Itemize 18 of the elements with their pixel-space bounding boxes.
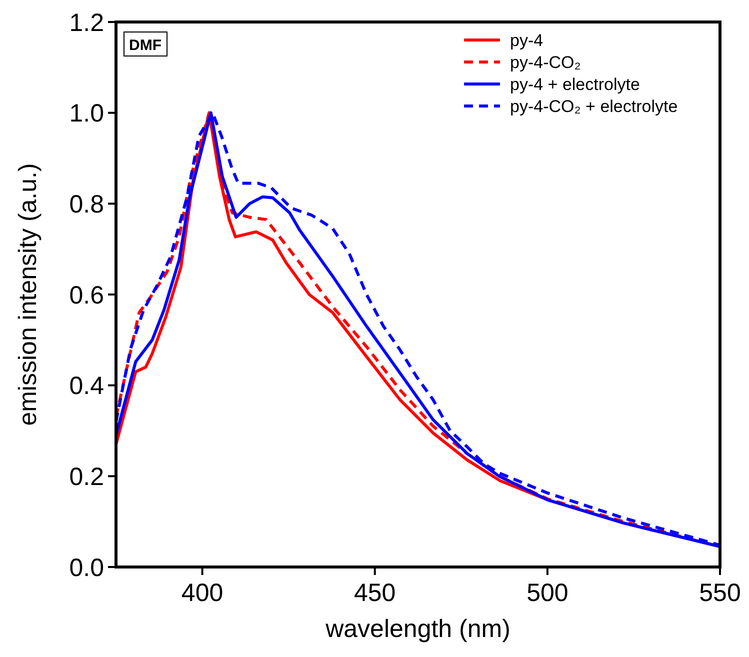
y-tick-label: 0.2 — [69, 462, 104, 491]
y-tick-label: 0.8 — [69, 190, 104, 218]
legend-label: py-4-CO₂ — [510, 52, 581, 72]
y-tick-label: 1.0 — [69, 100, 104, 128]
legend-label: py-4 — [510, 30, 544, 50]
legend-label: py-4 + electrolyte — [510, 74, 640, 94]
y-tick-label: 0.6 — [69, 281, 104, 310]
x-tick-label: 450 — [354, 579, 396, 607]
y-axis-title: emission intensity (a.u.) — [14, 163, 42, 426]
x-tick-label: 550 — [699, 579, 741, 607]
legend-label: py-4-CO₂ + electrolyte — [510, 96, 678, 116]
y-tick-label: 0.0 — [69, 554, 104, 582]
annotation: DMF — [129, 37, 162, 54]
y-tick-label: 1.2 — [69, 8, 104, 37]
x-tick-label: 400 — [181, 579, 224, 607]
x-axis-title: wavelength (nm) — [324, 615, 510, 643]
y-tick-label: 0.4 — [69, 372, 104, 400]
x-tick-label: 500 — [526, 579, 568, 607]
